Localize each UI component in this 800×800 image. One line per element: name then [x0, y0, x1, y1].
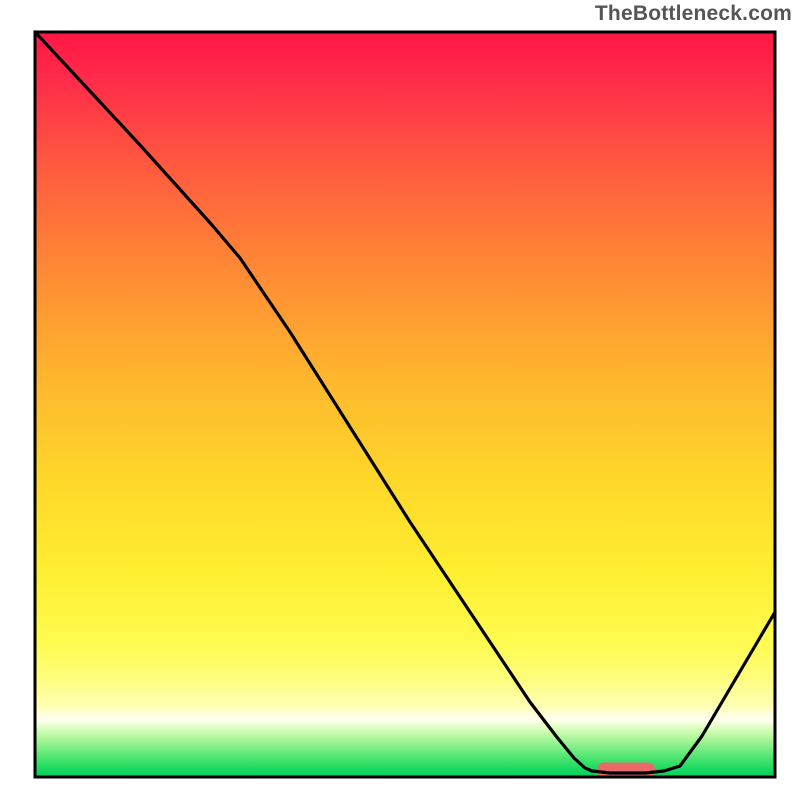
plot-background: [35, 32, 775, 777]
chart-container: TheBottleneck.com: [0, 0, 800, 800]
bottleneck-chart: [0, 0, 800, 800]
watermark-text: TheBottleneck.com: [595, 2, 792, 26]
optimum-marker: [597, 763, 655, 778]
